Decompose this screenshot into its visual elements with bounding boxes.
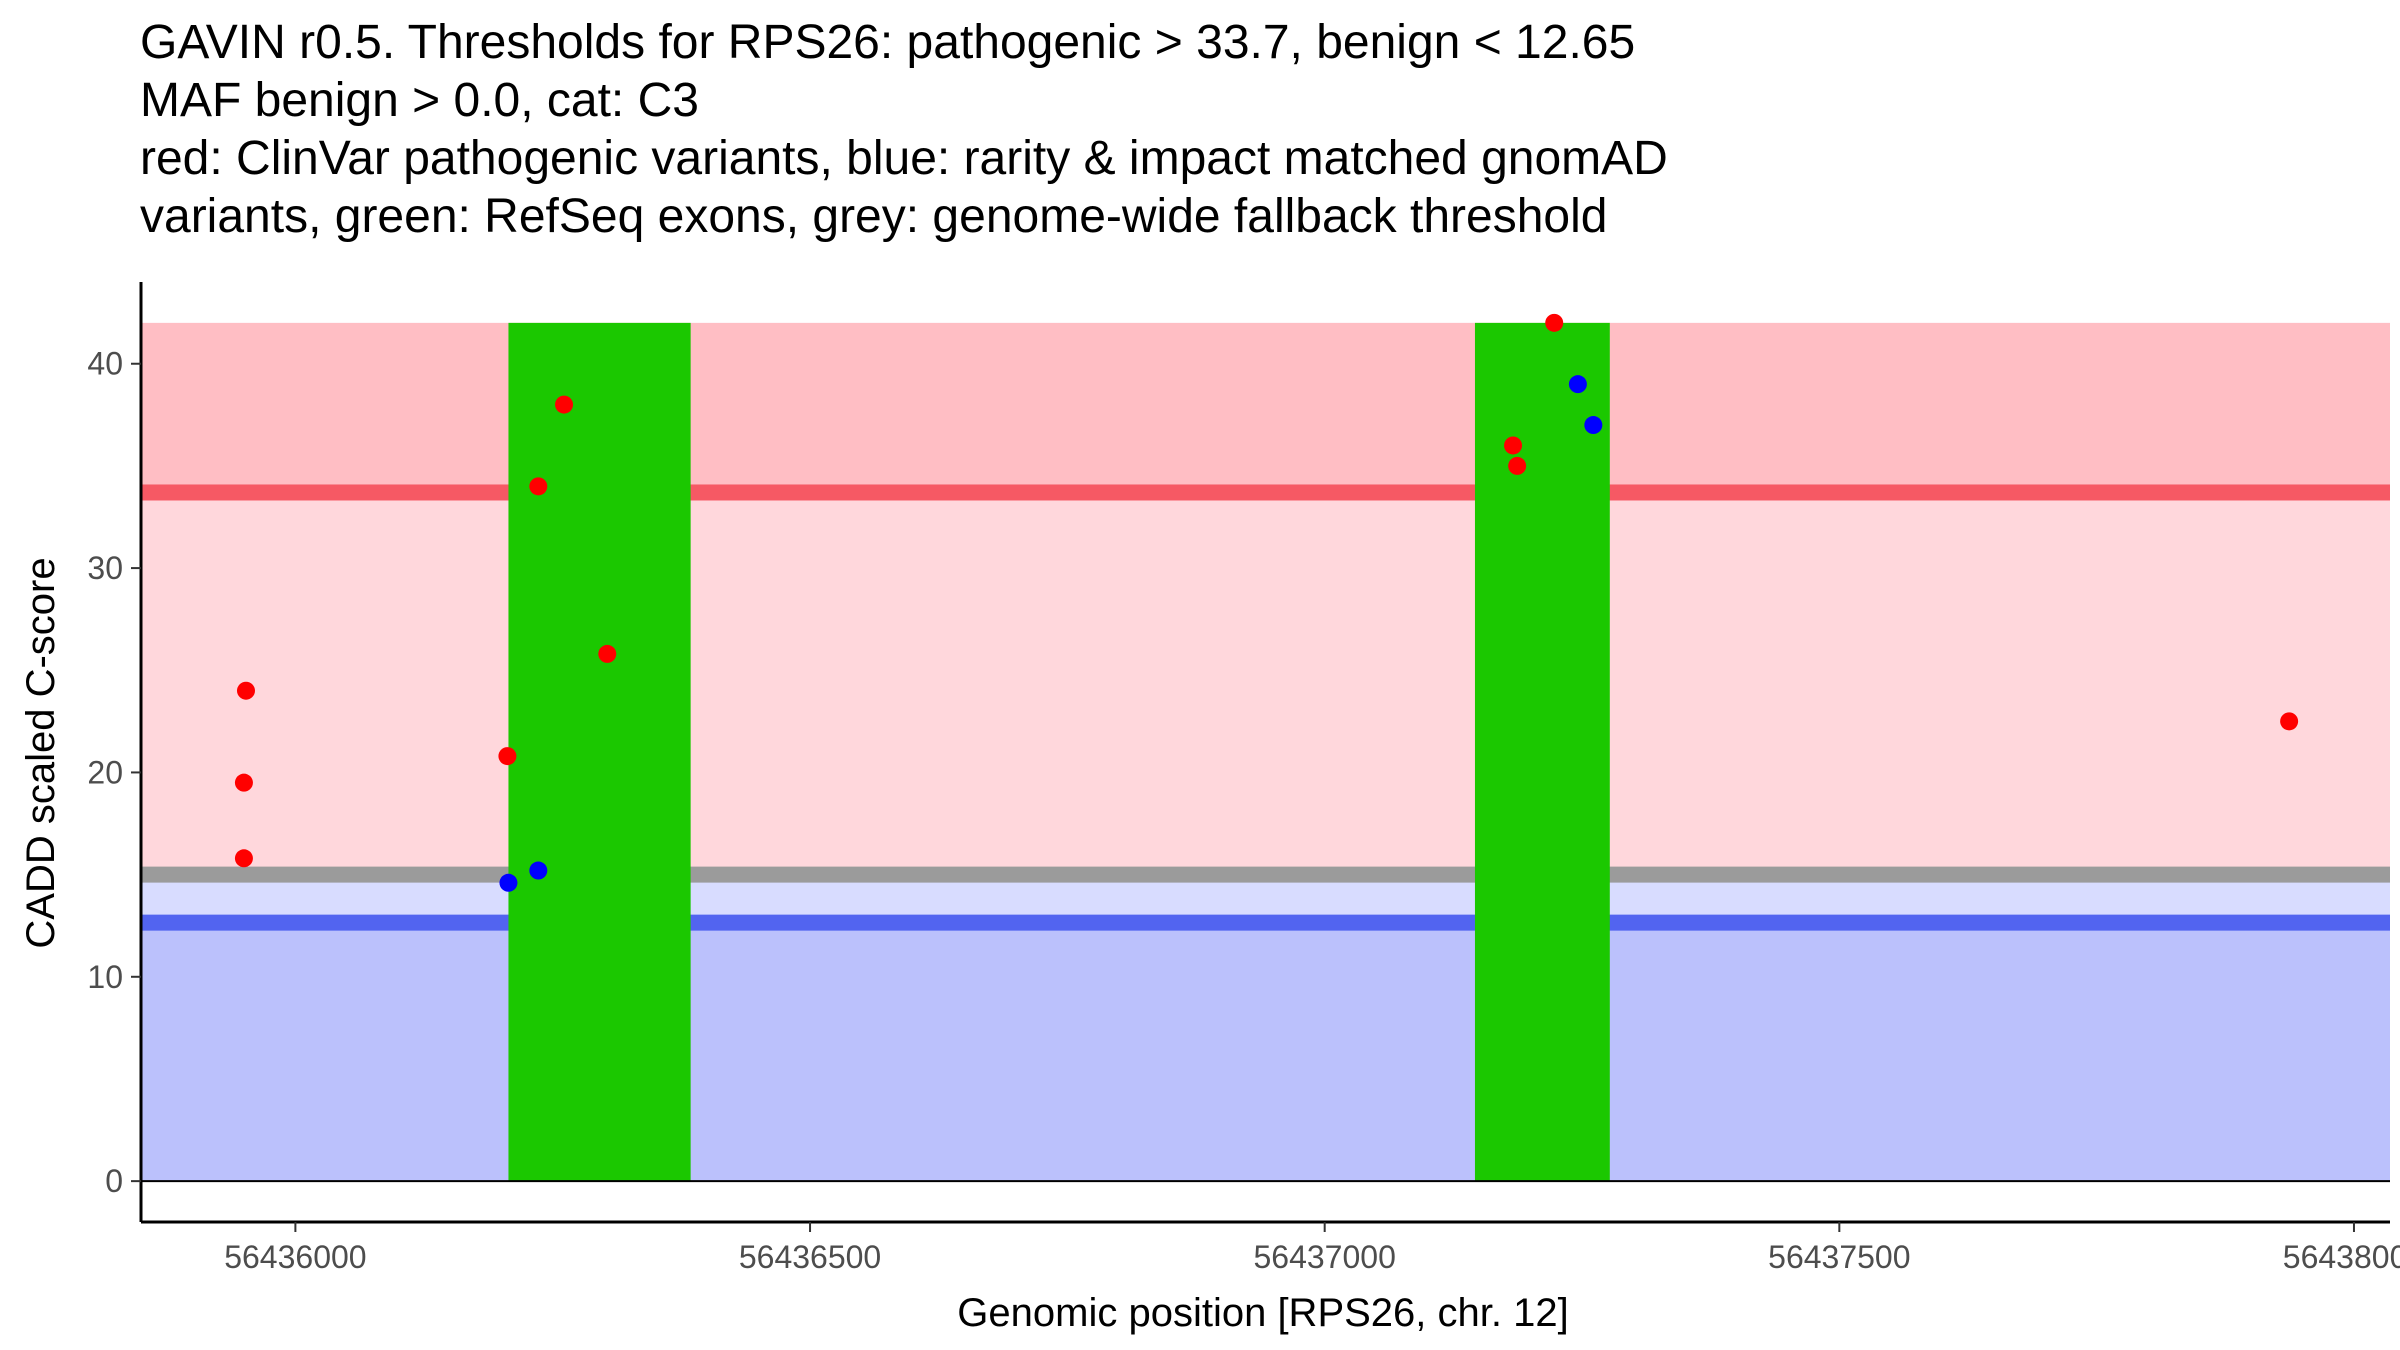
y-tick-label: 40 (87, 346, 123, 382)
clinvar-point-8 (1504, 436, 1523, 455)
x-tick-label: 56437500 (1768, 1239, 1910, 1275)
exon-bar-2 (1474, 322, 1610, 1182)
y-axis-label: CADD scaled C-score (19, 557, 63, 948)
x-tick-label: 56436000 (224, 1239, 366, 1275)
x-tick-label: 56436500 (739, 1239, 881, 1275)
x-tick-label: 56438000 (2283, 1239, 2400, 1275)
clinvar-point-10 (1545, 313, 1564, 332)
clinvar-point-9 (1508, 456, 1527, 475)
title-line-4: variants, green: RefSeq exons, grey: gen… (140, 190, 1608, 243)
y-tick-label: 0 (105, 1163, 123, 1199)
title-line-3: red: ClinVar pathogenic variants, blue: … (140, 132, 1668, 185)
y-tick-label: 20 (87, 754, 123, 790)
threshold-regions (141, 322, 2390, 1182)
y-tick-label: 10 (87, 959, 123, 995)
variant-points (234, 313, 2299, 892)
clinvar-point-11 (2280, 712, 2299, 731)
gnomad-point-4 (1584, 416, 1603, 435)
exon-bars (508, 322, 1610, 1182)
gnomad-point-2 (529, 861, 548, 880)
clinvar-point-5 (529, 477, 548, 496)
exon-bar-1 (508, 322, 691, 1182)
y-tick-label: 30 (87, 550, 123, 586)
title-line-1: GAVIN r0.5. Thresholds for RPS26: pathog… (140, 16, 1636, 69)
clinvar-point-4 (498, 747, 517, 766)
gnomad-point-3 (1568, 375, 1587, 394)
chart-title: GAVIN r0.5. Thresholds for RPS26: pathog… (140, 14, 2340, 246)
fallback-threshold-line (141, 866, 2390, 883)
title-line-2: MAF benign > 0.0, cat: C3 (140, 74, 699, 127)
gnomad-point-1 (499, 873, 518, 892)
benign-zone (141, 922, 2390, 1182)
axes: 0 10 20 30 40 56436000 56436500 56437000 5643750… (87, 282, 2400, 1275)
clinvar-point-6 (555, 395, 574, 414)
pathogenic-threshold-line (141, 484, 2390, 501)
clinvar-point-1 (236, 681, 255, 700)
clinvar-point-2 (234, 773, 253, 792)
x-tick-label: 56437000 (1253, 1239, 1395, 1275)
threshold-lines (141, 484, 2390, 931)
clinvar-point-7 (598, 644, 617, 663)
clinvar-point-3 (234, 849, 253, 868)
pathogenic-zone-strong (141, 322, 2390, 493)
pathogenic-zone (141, 492, 2390, 875)
benign-threshold-line (141, 914, 2390, 931)
x-axis-label: Genomic position [RPS26, chr. 12] (957, 1291, 1568, 1335)
